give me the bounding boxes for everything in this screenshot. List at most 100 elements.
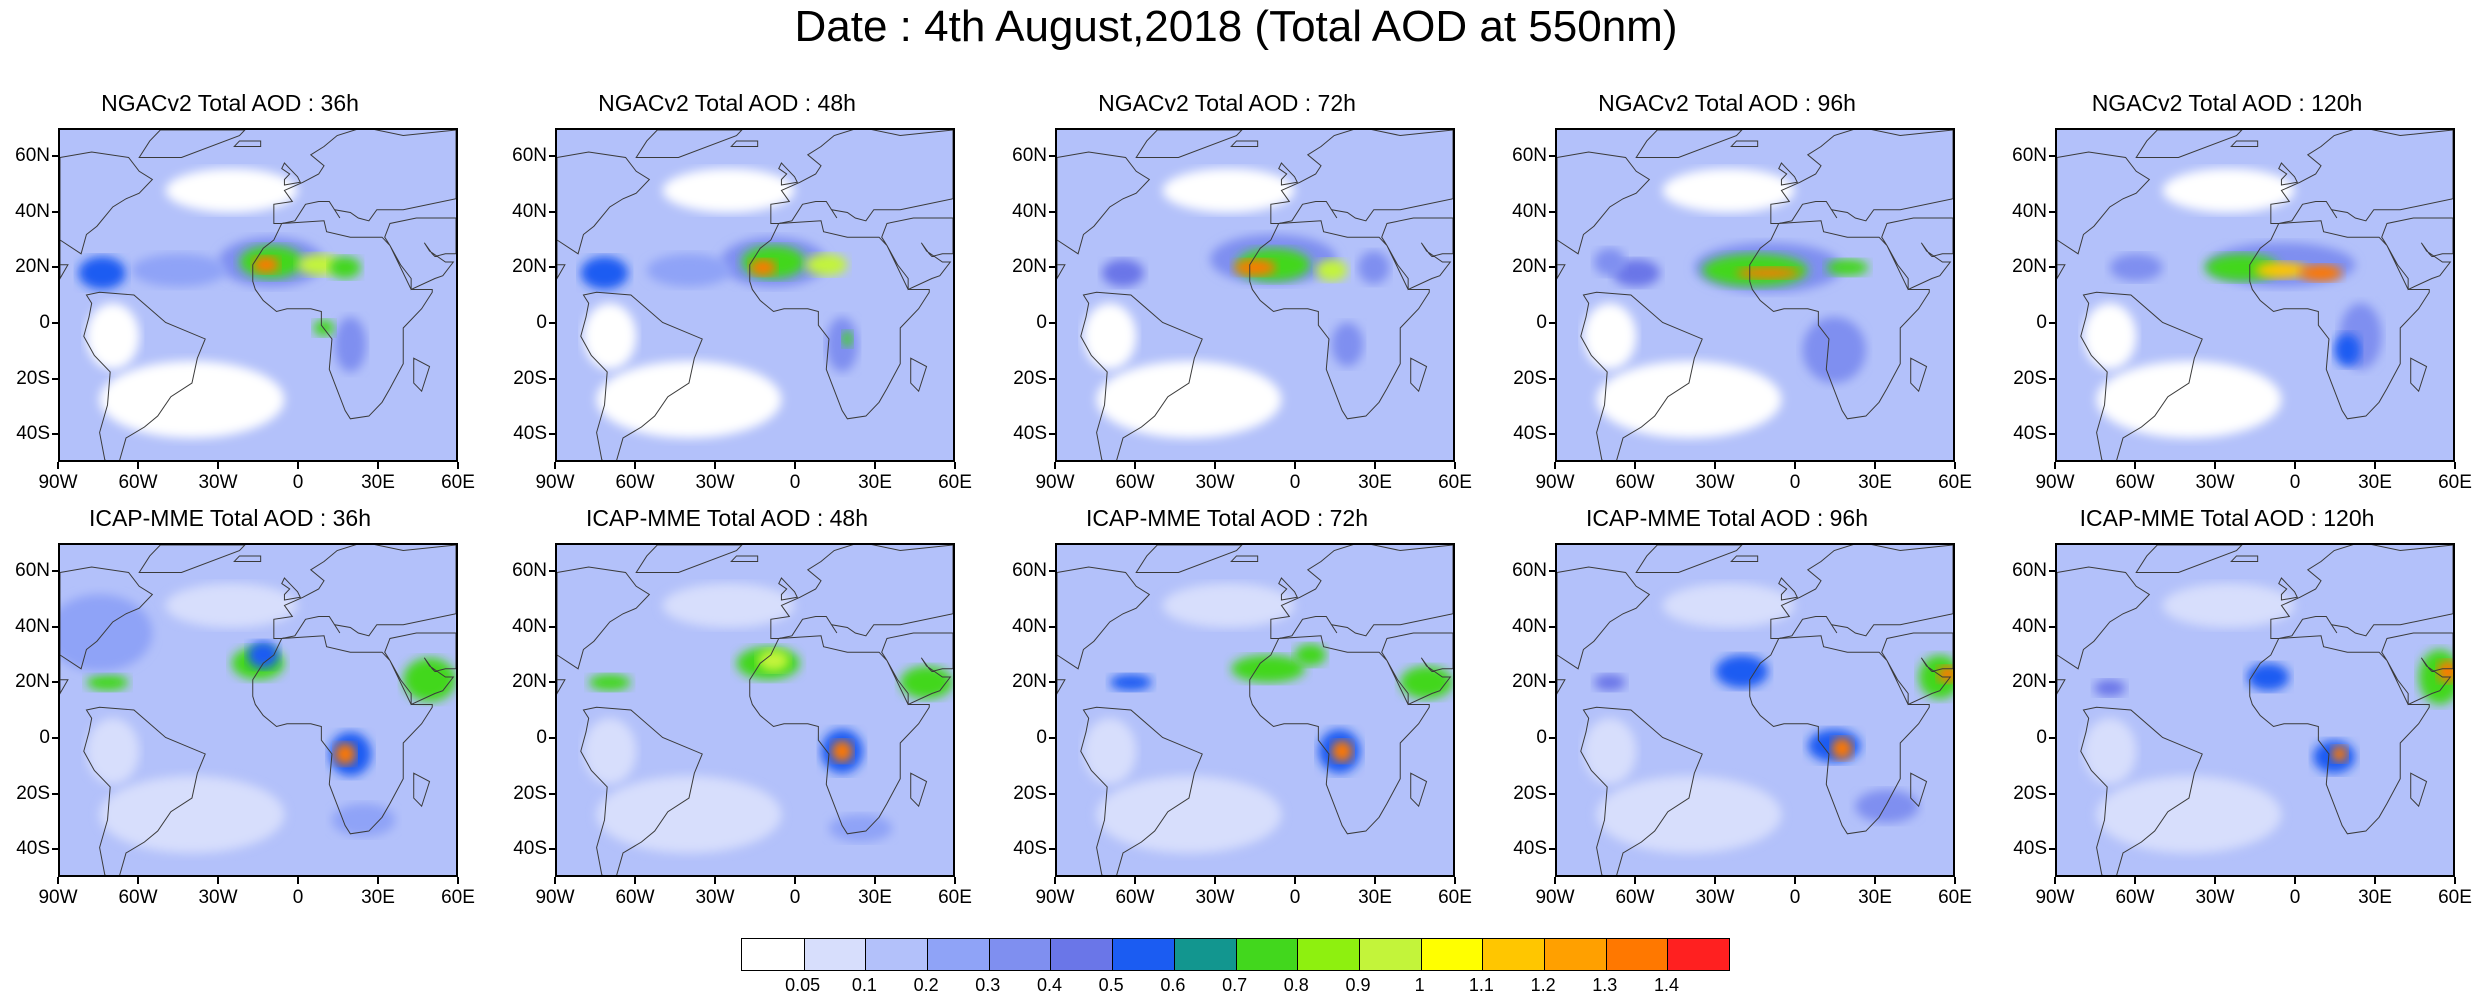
colorbar-label: 0.3 [975, 975, 1001, 995]
aerosol-plume [2247, 663, 2290, 691]
lat-tick [1049, 377, 1055, 380]
low-aod-region [2083, 718, 2137, 785]
lat-tick [2049, 848, 2055, 851]
aerosol-plume [646, 253, 732, 287]
lon-tick-label: 90W [1535, 887, 1575, 908]
lat-tick [549, 848, 555, 851]
lat-tick [52, 736, 58, 739]
lat-tick [1049, 736, 1055, 739]
colorbar-box [988, 939, 1051, 970]
coastlines [1057, 130, 1453, 460]
lon-tick-label: 60W [1615, 472, 1655, 493]
lon-tick-label: 90W [535, 887, 575, 908]
coastlines [2057, 545, 2453, 875]
lat-tick-label: 0 [1536, 726, 1547, 748]
aerosol-plume [1315, 259, 1348, 282]
aod-map [1555, 543, 1955, 877]
aerosol-plume [757, 649, 790, 672]
lat-tick-label: 40S [1513, 838, 1547, 860]
lat-tick [1049, 848, 1055, 851]
lon-tick [2454, 877, 2456, 884]
aerosol-plume [2331, 745, 2348, 763]
lon-tick-label: 30W [1695, 472, 1735, 493]
aod-map [2055, 128, 2455, 462]
lon-tick [1214, 877, 1216, 884]
lat-tick [1549, 848, 1555, 851]
lon-tick-label: 90W [2035, 887, 2075, 908]
aerosol-plume [826, 317, 858, 372]
lon-tick-label: 60E [2438, 472, 2472, 493]
low-aod-region [2162, 168, 2295, 213]
lon-tick-label: 60E [1438, 472, 1472, 493]
lon-tick-label: 30W [198, 472, 238, 493]
aerosol-plume [1331, 322, 1364, 367]
lat-tick-label: 0 [536, 726, 547, 748]
lon-tick-label: 60E [2438, 887, 2472, 908]
colorbar-label: 0.7 [1222, 975, 1248, 995]
map-panel: ICAP-MME Total AOD : 36h 60N 40N 20N 0 20S 40S… [0, 505, 475, 925]
lat-tick [549, 625, 555, 628]
panel-title: NGACv2 Total AOD : 96h [1598, 90, 1856, 116]
aerosol-plume [1294, 644, 1327, 666]
low-aod-region [86, 303, 140, 370]
lat-tick-label: 20S [1013, 367, 1047, 389]
aod-map [1055, 543, 1455, 877]
lat-tick-label: 20N [15, 671, 50, 693]
aerosol-plume [1593, 248, 1626, 276]
lat-tick [1549, 569, 1555, 572]
colorbar [741, 938, 1730, 971]
lat-tick-label: 40N [2012, 200, 2047, 222]
aerosol-plume [2299, 264, 2343, 282]
lon-tick-label: 60W [615, 887, 655, 908]
lat-tick-label: 20S [1513, 367, 1547, 389]
low-aod-region [1096, 361, 1282, 438]
low-aod-region [1583, 718, 1637, 785]
lat-tick [2049, 736, 2055, 739]
low-aod-region [1662, 168, 1795, 213]
lat-tick [2049, 625, 2055, 628]
lat-tick [52, 848, 58, 851]
lon-tick [1954, 877, 1956, 884]
map-panel: NGACv2 Total AOD : 96h 60N 40N 20N 0 20S 40S 90… [1497, 90, 1972, 510]
lat-tick [2049, 321, 2055, 324]
lat-tick [52, 433, 58, 436]
lat-tick [1049, 321, 1055, 324]
aerosol-plume [78, 256, 127, 290]
lon-tick [874, 462, 876, 469]
lon-tick [634, 877, 636, 884]
aerosol-plume [1331, 740, 1353, 763]
lon-tick-label: 60E [441, 472, 475, 493]
aod-map [1555, 128, 1955, 462]
lon-tick [1294, 462, 1296, 469]
low-aod-region [1596, 776, 1782, 853]
lat-tick-label: 60N [1512, 144, 1547, 166]
low-aod-region [596, 361, 782, 438]
colorbar-box [1605, 939, 1668, 970]
aerosol-plume [831, 740, 853, 763]
lon-tick [1794, 462, 1796, 469]
lat-tick-label: 40N [512, 200, 547, 222]
map-panel: ICAP-MME Total AOD : 48h 60N 40N 20N 0 20S 40S… [497, 505, 972, 925]
lon-tick [377, 462, 379, 469]
lat-tick [1049, 569, 1055, 572]
lat-tick [1549, 736, 1555, 739]
lat-tick-label: 40N [1012, 615, 1047, 637]
low-aod-region [2162, 583, 2295, 628]
aerosol-plume [2109, 253, 2163, 282]
lat-tick [549, 736, 555, 739]
low-aod-region [165, 168, 298, 213]
lon-tick-label: 60E [938, 887, 972, 908]
lon-tick-label: 30E [2358, 887, 2392, 908]
coastlines [60, 545, 456, 875]
low-aod-region [2096, 776, 2282, 853]
lon-tick [1454, 462, 1456, 469]
lat-tick [549, 569, 555, 572]
aerosol-plume [1831, 737, 1853, 760]
aerosol-plume [2334, 333, 2361, 367]
low-aod-region [1162, 168, 1295, 213]
lon-tick [1374, 877, 1376, 884]
lon-tick-label: 90W [38, 472, 78, 493]
aerosol-plume [842, 330, 853, 348]
aerosol-plume [334, 743, 356, 765]
lat-tick [1549, 625, 1555, 628]
